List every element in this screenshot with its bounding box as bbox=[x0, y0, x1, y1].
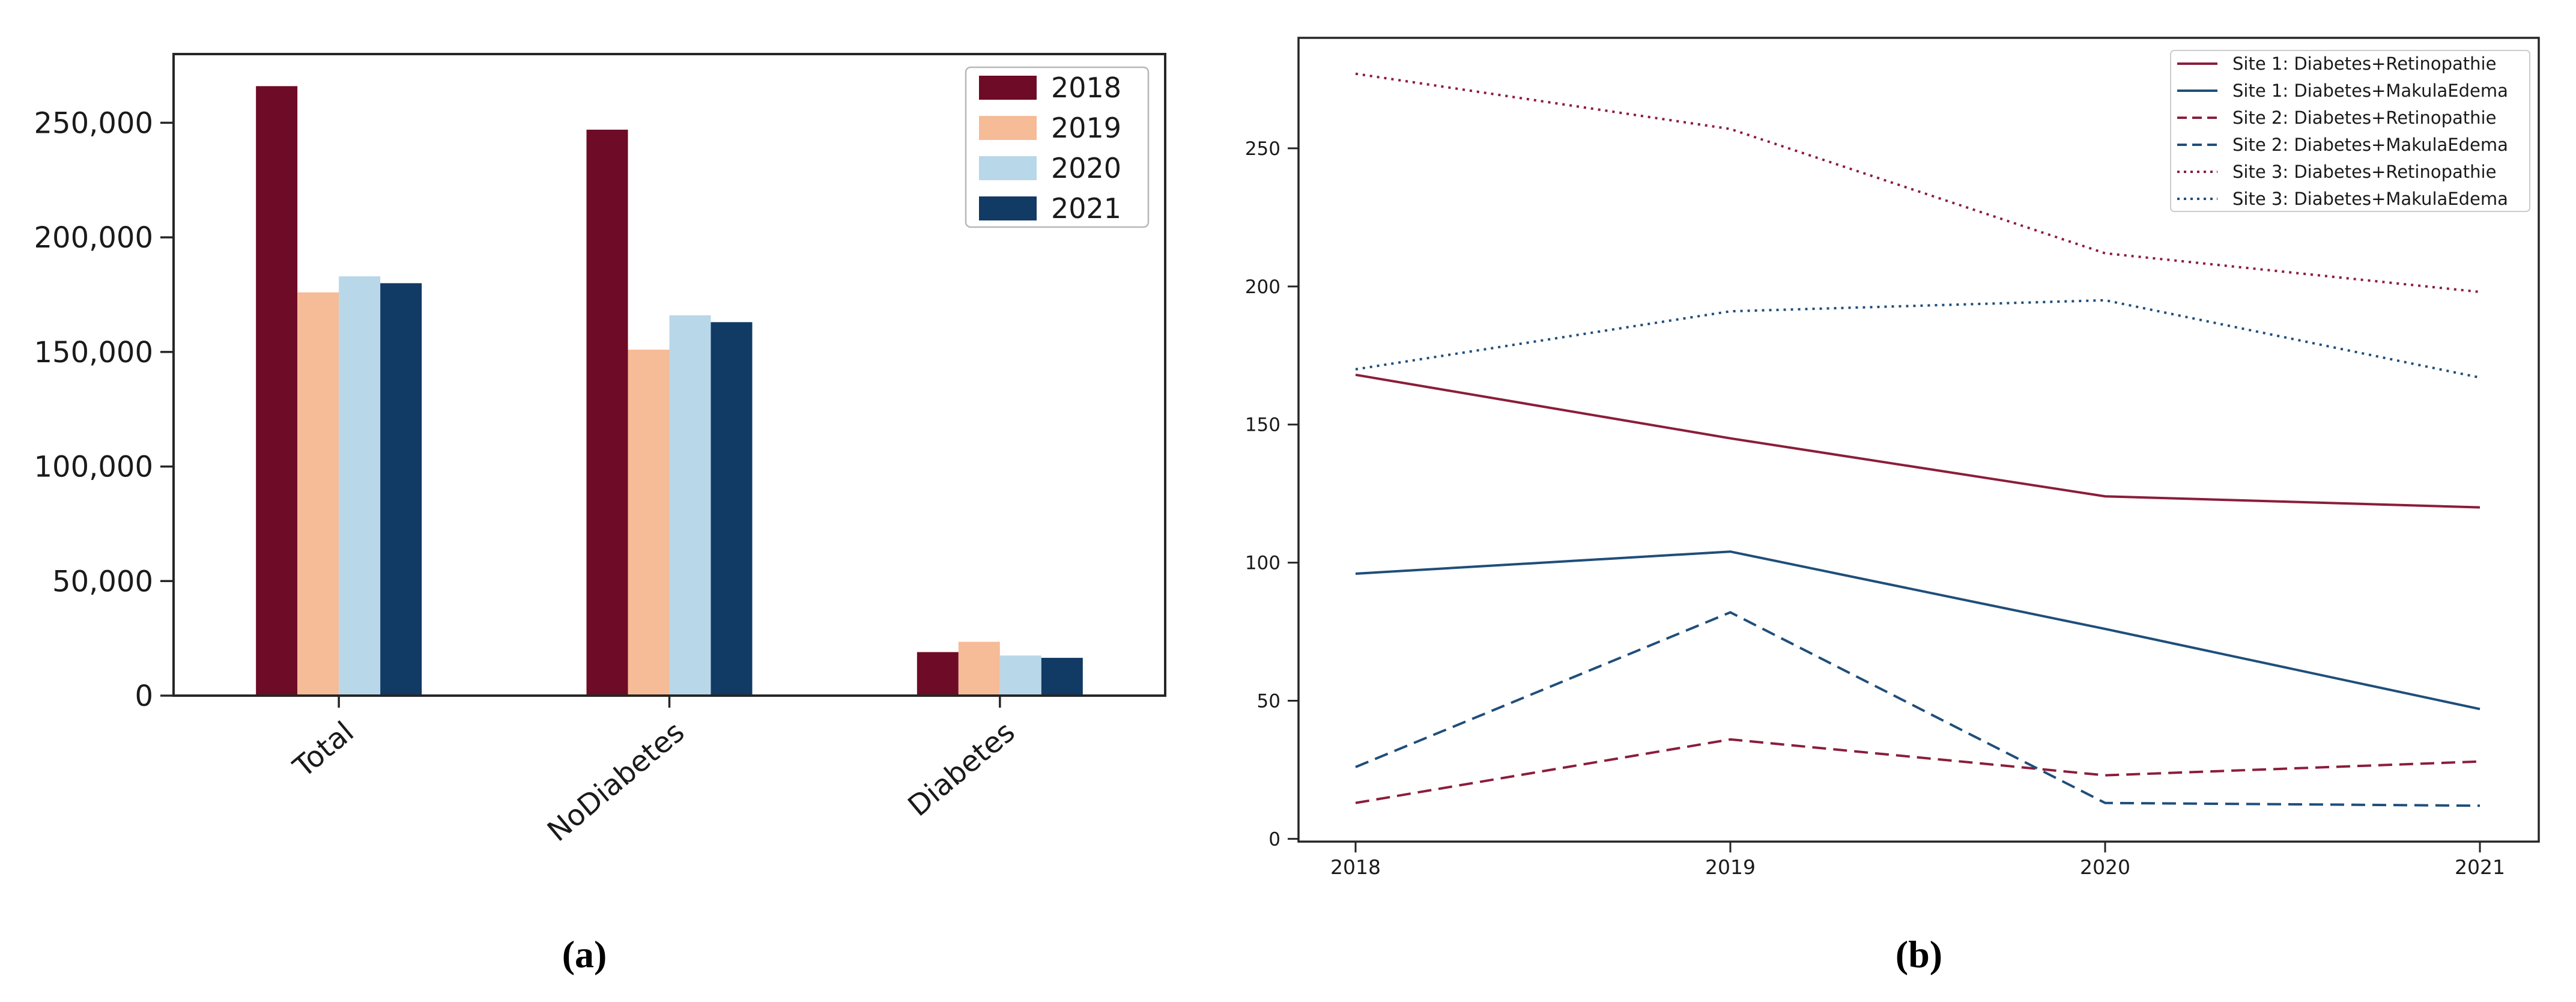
legend-swatch-2018 bbox=[979, 76, 1037, 100]
bar-nodiabetes-2021 bbox=[711, 322, 753, 696]
x-tick-label: 2019 bbox=[1705, 855, 1756, 879]
bar-total-2021 bbox=[380, 283, 422, 696]
legend-swatch-2021 bbox=[979, 196, 1037, 220]
y-tick-label: 100,000 bbox=[34, 451, 154, 484]
bar-chart-panel: 0 50,000 100,000 150,000 200,000 250,000 Total… bbox=[34, 53, 1166, 848]
legend-label: Site 2: Diabetes+MakulaEdema bbox=[2232, 135, 2508, 155]
bar-nodiabetes-2018 bbox=[586, 129, 628, 696]
caption-b: (b) bbox=[1895, 933, 1943, 976]
y-tick-label: 250,000 bbox=[34, 106, 154, 140]
bar-diabetes-2020 bbox=[999, 655, 1041, 696]
legend-label-2021: 2021 bbox=[1051, 192, 1121, 225]
line-site-1-diabetes-retinopathie bbox=[1355, 373, 2481, 509]
legend-swatch-2019 bbox=[979, 116, 1037, 140]
x-tick-label: Diabetes bbox=[902, 715, 1021, 823]
legend-label: Site 2: Diabetes+Retinopathie bbox=[2232, 108, 2496, 128]
x-tick-label: 2018 bbox=[1330, 855, 1381, 879]
legend-label: Site 3: Diabetes+Retinopathie bbox=[2232, 162, 2496, 182]
x-tick-label: 2021 bbox=[2455, 855, 2505, 879]
y-tick-label: 200 bbox=[1245, 276, 1280, 298]
plot-frame bbox=[172, 53, 1166, 697]
caption-a: (a) bbox=[562, 933, 607, 976]
legend-label: Site 1: Diabetes+MakulaEdema bbox=[2232, 80, 2508, 101]
bar-diabetes-2018 bbox=[917, 652, 959, 696]
x-tick-label: Total bbox=[286, 715, 360, 785]
line-chart-panel: 0 50 100 150 200 250 2018 2019 2020 2021 Site 1: D… bbox=[1245, 37, 2540, 879]
bar-total-2018 bbox=[256, 86, 298, 696]
x-tick-label: 2020 bbox=[2080, 855, 2130, 879]
y-tick-label: 0 bbox=[135, 679, 153, 713]
y-tick-label: 50 bbox=[1257, 691, 1280, 712]
plot-frame bbox=[1297, 37, 2540, 843]
y-tick-label: 150,000 bbox=[34, 336, 154, 369]
y-tick-label: 200,000 bbox=[34, 221, 154, 255]
legend-label-2019: 2019 bbox=[1051, 112, 1121, 144]
y-tick-label: 50,000 bbox=[52, 565, 153, 598]
y-tick-label: 150 bbox=[1245, 414, 1280, 436]
bar-nodiabetes-2020 bbox=[669, 315, 711, 696]
bar-diabetes-2021 bbox=[1041, 658, 1083, 696]
legend-label: Site 3: Diabetes+MakulaEdema bbox=[2232, 189, 2508, 209]
x-tick-label: NoDiabetes bbox=[541, 715, 691, 848]
bar-nodiabetes-2019 bbox=[628, 350, 670, 696]
line-site-3-diabetes-retinopathie bbox=[1355, 72, 2481, 293]
y-tick-label: 100 bbox=[1245, 553, 1280, 574]
legend-label-2020: 2020 bbox=[1051, 152, 1121, 184]
line-site-2-diabetes-makulaedema bbox=[1355, 611, 2481, 807]
line-site-1-diabetes-makulaedema bbox=[1355, 550, 2481, 711]
legend-label-2018: 2018 bbox=[1051, 71, 1121, 104]
bar-diabetes-2019 bbox=[958, 642, 1000, 696]
bar-total-2020 bbox=[339, 276, 381, 696]
legend-box bbox=[965, 66, 1150, 228]
y-tick-label: 0 bbox=[1268, 828, 1280, 850]
legend-swatch-2020 bbox=[979, 156, 1037, 180]
y-tick-label: 250 bbox=[1245, 138, 1280, 160]
line-site-3-diabetes-makulaedema bbox=[1355, 299, 2481, 379]
bar-total-2019 bbox=[297, 292, 339, 696]
legend-label: Site 1: Diabetes+Retinopathie bbox=[2232, 53, 2496, 74]
legend-box bbox=[2170, 50, 2530, 212]
line-site-2-diabetes-retinopathie bbox=[1355, 738, 2481, 804]
